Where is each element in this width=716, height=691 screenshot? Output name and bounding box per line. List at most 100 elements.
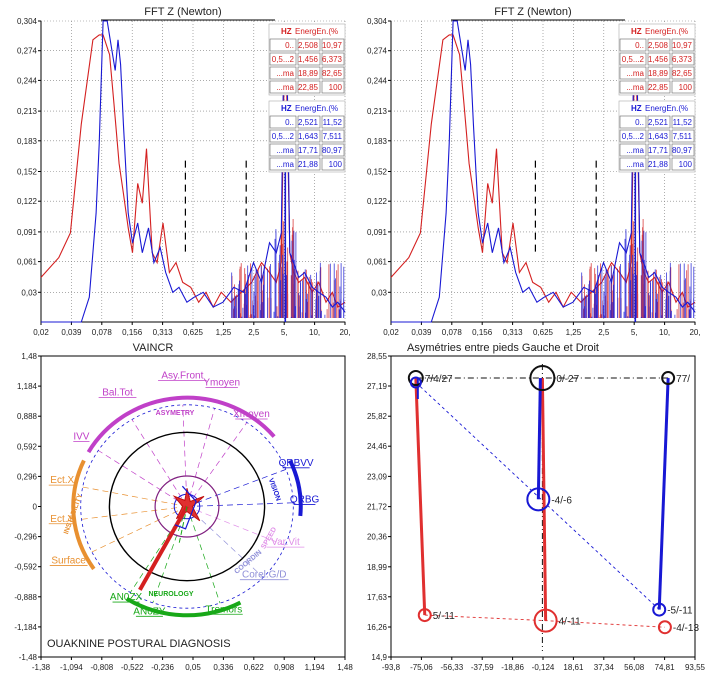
legend-cell — [647, 143, 671, 157]
legend-cell-text: 22,85 — [648, 83, 669, 92]
y-tick-label: 14,9 — [371, 653, 387, 662]
y-tick-label: 0,213 — [367, 107, 388, 116]
radar-axis-label: Ymoyen — [203, 377, 240, 388]
radar-spoke — [98, 450, 188, 507]
legend-cell-text: 82,65 — [322, 69, 343, 78]
blue-diagonal — [415, 382, 660, 610]
legend-cell — [619, 115, 647, 129]
y-tick-label: -1,184 — [14, 623, 37, 632]
left-foot-red-trace — [414, 377, 427, 616]
radar-spoke — [186, 506, 286, 546]
legend-cell — [671, 80, 695, 94]
legend-cell — [647, 38, 671, 52]
legend-cell-text: 21,88 — [648, 160, 669, 169]
legend-cell-text: ...ma — [626, 146, 644, 155]
x-tick-label: 20, — [339, 328, 350, 337]
x-tick-label: 0,078 — [442, 328, 463, 337]
legend-cell — [671, 52, 695, 66]
radar-spoke — [131, 419, 188, 507]
position-marker — [417, 608, 432, 623]
y-tick-label: 0,213 — [17, 107, 38, 116]
y-tick-label: 1,184 — [17, 382, 38, 391]
radar-axis-label: Ect.Y — [50, 514, 74, 525]
legend-cell-text: 100 — [679, 83, 693, 92]
legend-cell — [647, 52, 671, 66]
legend-cell-text: 7,511 — [673, 132, 693, 141]
legend-cell-text: 0,5...2 — [272, 55, 295, 64]
x-tick-label: 93,55 — [685, 663, 706, 672]
legend-cell-text: ...ma — [276, 69, 294, 78]
right-foot-blue-trace — [657, 377, 670, 610]
y-tick-label: 17,63 — [367, 593, 388, 602]
x-tick-label: 0,156 — [472, 328, 493, 337]
radar-axis-label: IVV — [73, 431, 89, 442]
x-tick-label: -56,33 — [440, 663, 463, 672]
radar-spoke — [91, 506, 188, 553]
x-tick-label: 1,25 — [216, 328, 232, 337]
category-arc — [288, 459, 303, 517]
y-tick-label: 0,888 — [17, 412, 38, 421]
x-tick-label: 37,34 — [594, 663, 615, 672]
legend-cell — [269, 129, 297, 143]
legend-cell-text: 0.. — [635, 118, 644, 127]
y-tick-label: 0,183 — [17, 137, 38, 146]
legend-cell-text: ...ma — [626, 83, 644, 92]
legend-cell-text: ...ma — [276, 83, 294, 92]
y-tick-label: 0,183 — [367, 137, 388, 146]
position-label: -5/-11 — [667, 606, 693, 617]
reference-ring — [108, 431, 266, 582]
x-tick-label: -1,094 — [60, 663, 83, 672]
y-tick-label: 1,48 — [21, 352, 37, 361]
position-label: -4/-6 — [551, 495, 572, 506]
y-tick-label: 0,244 — [367, 76, 388, 85]
position-label: 0/-27 — [556, 374, 579, 385]
radar-spoke — [186, 506, 221, 604]
radar-axis-label: Corel.G/D — [242, 570, 286, 581]
legend-cell-text: ...ma — [626, 69, 644, 78]
legend-cell-text: 6,373 — [672, 55, 693, 64]
y-tick-label: 0,03 — [371, 288, 387, 297]
legend-cell-text: 21,88 — [298, 160, 319, 169]
x-axis-label: VAINCR — [133, 342, 174, 354]
legend-cell-text: 18,89 — [648, 69, 669, 78]
chart-title: OUAKNINE POSTURAL DIAGNOSIS — [47, 638, 231, 650]
position-label: 4/-11 — [559, 617, 581, 628]
legend-cell — [269, 157, 297, 171]
legend-cell — [647, 129, 671, 143]
radar-spoke — [130, 506, 188, 593]
legend-header-hz: HZ — [631, 27, 642, 36]
legend-cell — [647, 80, 671, 94]
legend-cell — [321, 115, 345, 129]
x-tick-label: 0,02 — [33, 328, 49, 337]
center-blue-trace — [536, 378, 542, 500]
legend-cell — [647, 157, 671, 171]
legend-header-energy: EnergEn.(% — [645, 27, 688, 36]
legend-cell-text: 0,5...2 — [272, 132, 295, 141]
x-tick-label: 20, — [689, 328, 700, 337]
radar-axis-label: Tremors — [205, 604, 242, 615]
y-tick-label: 0,274 — [17, 47, 38, 56]
y-tick-label: 21,72 — [367, 503, 388, 512]
legend-cell — [321, 52, 345, 66]
x-tick-label: 1,48 — [337, 663, 353, 672]
legend-cell-text: 2,508 — [298, 41, 319, 50]
fft-panel-right: FFT Z (Newton) 0,03 0,061 0,091 0,122 0,152 0,… — [367, 6, 701, 354]
series-blue-noise — [231, 229, 345, 318]
radar-axis-label: Xmoyen — [233, 409, 270, 420]
legend-cell — [269, 66, 297, 80]
legend-cell — [321, 157, 345, 171]
y-tick-label: 0,304 — [367, 17, 388, 26]
legend-cell-text: 11,52 — [323, 118, 343, 127]
x-tick-label: 0,622 — [244, 663, 265, 672]
legend-cell — [619, 38, 647, 52]
legend-cell — [619, 66, 647, 80]
radar-spoke — [186, 469, 287, 507]
legend-cell-text: 0,5...2 — [622, 55, 645, 64]
radar-axis-label: AN0ZX — [110, 592, 143, 603]
y-tick-label: 0,304 — [17, 17, 38, 26]
radar-spoke — [182, 404, 188, 507]
legend-cell — [671, 157, 695, 171]
data-trace-blue — [174, 485, 197, 530]
radar-axis-label: Bal.Tot — [102, 388, 133, 399]
x-tick-label: 0,039 — [61, 328, 82, 337]
